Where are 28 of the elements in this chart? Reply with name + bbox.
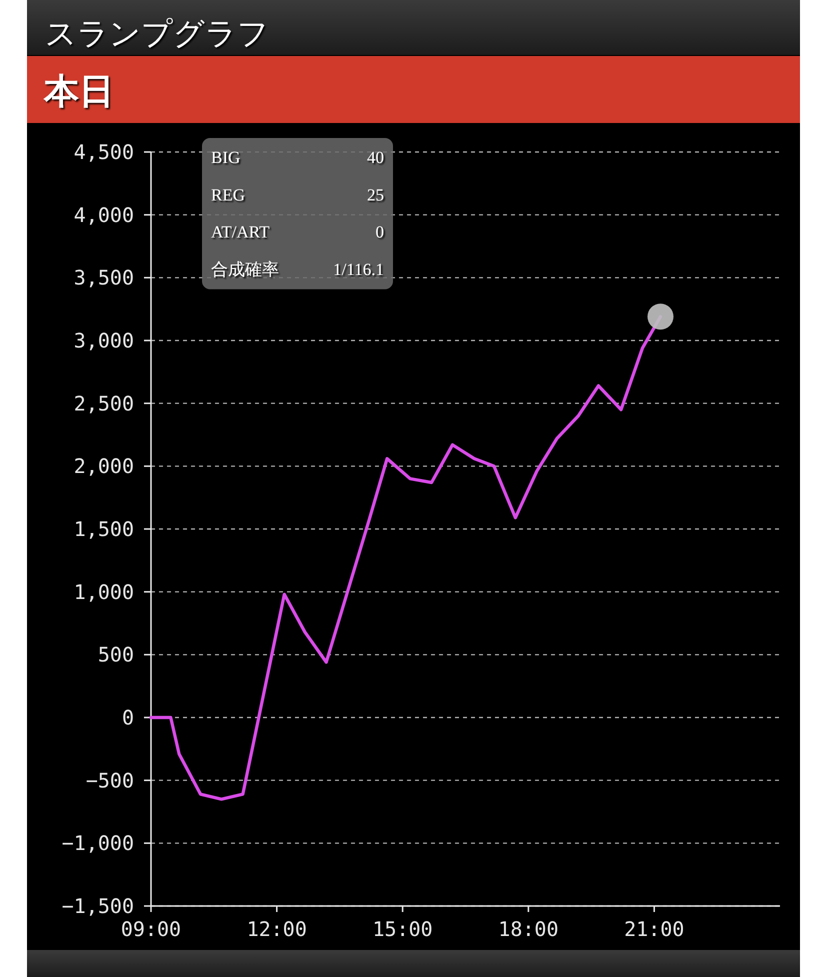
ytick-label: 0 xyxy=(122,706,134,730)
ytick-label: −1,500 xyxy=(62,894,134,918)
card-value: 0 xyxy=(376,222,384,242)
ytick-label: −1,000 xyxy=(62,831,134,856)
xtick-label: 15:00 xyxy=(372,917,433,941)
ytick-label: 4,500 xyxy=(74,140,134,164)
title: スランプグラフ xyxy=(45,16,269,51)
xtick-label: 09:00 xyxy=(120,917,182,941)
ytick-label: 500 xyxy=(98,642,134,667)
xtick-label: 21:00 xyxy=(624,917,684,941)
ytick-label: 1,500 xyxy=(74,517,134,541)
ytick-label: 2,500 xyxy=(74,391,134,416)
card-label: REG xyxy=(211,185,245,204)
xtick-label: 12:00 xyxy=(246,917,307,941)
ytick-label: 3,500 xyxy=(74,266,134,290)
card-label: AT/ART xyxy=(211,222,270,242)
card-value: 25 xyxy=(367,185,384,204)
ytick-label: 1,000 xyxy=(74,580,134,604)
card-label: BIG xyxy=(211,148,240,167)
ytick-label: 3,000 xyxy=(74,328,134,352)
ytick-label: −500 xyxy=(86,768,134,792)
card-value: 40 xyxy=(367,148,384,167)
ytick-label: 4,000 xyxy=(74,202,134,227)
card-value: 1/116.1 xyxy=(333,260,384,279)
ytick-label: 2,000 xyxy=(74,454,134,478)
subtitle: 本日 xyxy=(44,72,114,111)
card-label: 合成確率 xyxy=(211,260,279,279)
xtick-label: 18:00 xyxy=(498,917,558,941)
